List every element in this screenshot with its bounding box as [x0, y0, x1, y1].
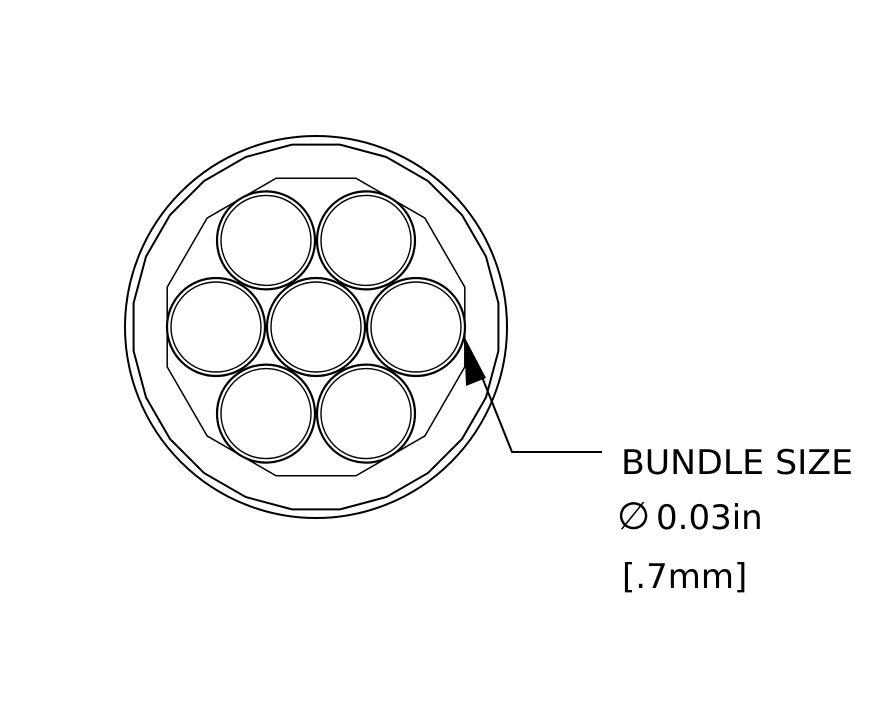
fiber — [265, 276, 367, 378]
leader-arrowhead — [464, 336, 486, 386]
inner-sheath-polygon — [166, 177, 466, 477]
outer-jacket-inner-edge — [132, 143, 500, 511]
fiber — [215, 363, 317, 464]
fiber-inner-ring — [320, 367, 412, 460]
fiber-outer-ring — [215, 190, 317, 291]
leader-line — [475, 361, 602, 453]
inner-sheath — [166, 177, 466, 477]
fiber — [215, 190, 317, 291]
fiber-bundle — [165, 190, 467, 464]
diameter-symbol: ∅ — [617, 494, 650, 538]
fiber-outer-ring — [215, 363, 317, 464]
fiber-inner-ring — [220, 194, 312, 287]
fiber — [165, 276, 267, 378]
fiber-inner-ring — [270, 281, 362, 373]
fiber-outer-ring — [315, 363, 417, 464]
fiber-outer-ring — [165, 276, 267, 378]
fiber-inner-ring — [320, 194, 412, 287]
outer-jacket — [124, 135, 508, 519]
diameter-metric-value: [.7mm] — [622, 557, 747, 597]
fiber-outer-ring — [365, 276, 467, 378]
leader-callout — [464, 336, 602, 453]
bundle-size-label: BUNDLE SIZE — [621, 443, 853, 483]
diameter-imperial-value: 0.03in — [656, 498, 763, 538]
outer-jacket-outer-edge — [124, 135, 508, 519]
fiber-inner-ring — [170, 281, 262, 373]
fiber-inner-ring — [370, 281, 462, 373]
fiber — [365, 276, 467, 378]
fiber-outer-ring — [315, 190, 417, 291]
fiber — [315, 190, 417, 291]
fiber-outer-ring — [265, 276, 367, 378]
fiber — [315, 363, 417, 464]
fiber-inner-ring — [220, 367, 312, 460]
